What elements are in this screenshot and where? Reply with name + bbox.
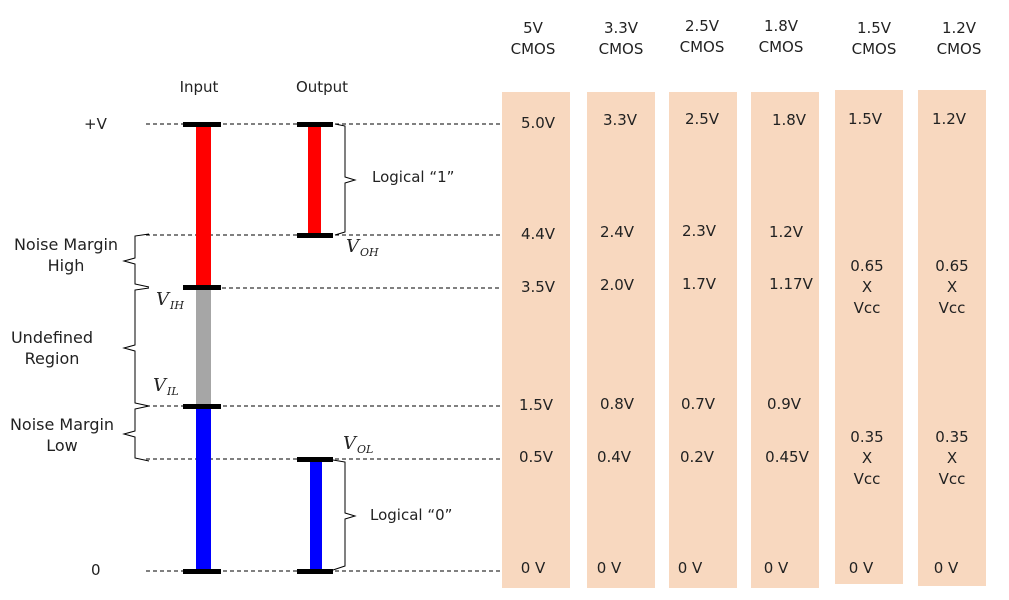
value-3-3v-voh: 2.4V — [599, 223, 635, 241]
logical-zero-label: Logical “0” — [370, 506, 453, 524]
column-header-3-3v: 3.3V CMOS — [598, 19, 644, 58]
vcc-label: +V — [84, 115, 107, 133]
noise-margin-low-label: Noise Margin Low — [9, 415, 115, 455]
value-1-8v-vil: 0.9V — [766, 395, 802, 413]
input-cap-vil — [183, 404, 221, 409]
value-2-5v-vcc: 2.5V — [684, 110, 720, 128]
vil-symbol: VIL — [153, 375, 179, 398]
value-2-5v-vih: 1.7V — [681, 275, 717, 293]
input-undefined-segment — [196, 288, 211, 406]
column-header-1-2v: 1.2V CMOS — [936, 19, 982, 58]
value-1-2v-vih: 0.65 X Vcc — [935, 257, 969, 317]
value-1-8v-vcc: 1.8V — [771, 111, 807, 129]
logical-one-label: Logical “1” — [372, 168, 455, 186]
value-1-5v-vil: 0.35 X Vcc — [850, 428, 884, 488]
value-2-5v-voh: 2.3V — [681, 222, 717, 240]
brace-logical-0 — [332, 459, 357, 571]
value-1-5v-gnd: 0 V — [848, 559, 874, 577]
output-cap-vol — [297, 457, 333, 462]
output-cap-voh — [297, 233, 333, 238]
column-1-5v — [835, 90, 903, 584]
brace-undefined-region — [122, 287, 150, 407]
input-label: Input — [179, 78, 219, 96]
column-5v — [502, 92, 570, 588]
column-header-1-8v: 1.8V CMOS — [758, 17, 804, 56]
value-2-5v-gnd: 0 V — [677, 559, 703, 577]
vih-symbol: VIH — [156, 289, 184, 312]
brace-noise-margin-high — [122, 233, 150, 288]
output-label: Output — [295, 78, 349, 96]
column-header-5v: 5V CMOS — [510, 19, 556, 58]
value-5v-gnd: 0 V — [520, 559, 546, 577]
value-1-5v-vih: 0.65 X Vcc — [850, 257, 884, 317]
value-3-3v-vil: 0.8V — [599, 395, 635, 413]
column-2-5v — [669, 92, 737, 588]
value-5v-vil: 1.5V — [518, 396, 554, 414]
value-5v-vol: 0.5V — [518, 448, 554, 466]
value-1-2v-vcc: 1.2V — [931, 110, 967, 128]
value-5v-vih: 3.5V — [520, 278, 556, 296]
output-low-segment — [310, 459, 322, 571]
value-1-8v-voh: 1.2V — [768, 223, 804, 241]
column-1-8v — [751, 92, 819, 588]
output-cap-gnd — [297, 569, 333, 574]
value-1-5v-vcc: 1.5V — [847, 110, 883, 128]
value-5v-vcc: 5.0V — [520, 114, 556, 132]
value-3-3v-vol: 0.4V — [596, 448, 632, 466]
input-high-segment — [196, 124, 211, 288]
column-1-2v — [918, 90, 986, 586]
value-3-3v-vih: 2.0V — [599, 276, 635, 294]
value-5v-voh: 4.4V — [520, 225, 556, 243]
brace-noise-margin-low — [122, 405, 150, 462]
column-header-2-5v: 2.5V CMOS — [679, 17, 725, 56]
undefined-region-label: Undefined Region — [10, 328, 94, 368]
input-cap-vih — [183, 285, 221, 290]
voh-symbol: VOH — [346, 236, 379, 259]
column-3-3v — [587, 92, 655, 588]
value-1-2v-gnd: 0 V — [933, 559, 959, 577]
brace-logical-1 — [334, 123, 357, 236]
value-2-5v-vol: 0.2V — [679, 448, 715, 466]
value-1-2v-vil: 0.35 X Vcc — [935, 428, 969, 488]
input-low-segment — [196, 406, 211, 571]
column-header-1-5v: 1.5V CMOS — [851, 19, 897, 58]
value-1-8v-gnd: 0 V — [763, 559, 789, 577]
input-cap-vcc — [183, 122, 221, 127]
output-high-segment — [308, 124, 321, 235]
vol-symbol: VOL — [343, 433, 374, 456]
value-2-5v-vil: 0.7V — [680, 395, 716, 413]
noise-margin-high-label: Noise Margin High — [13, 235, 119, 275]
value-1-8v-vih: 1.17V — [769, 275, 813, 293]
ground-label: 0 — [91, 561, 101, 579]
output-cap-vcc — [297, 122, 333, 127]
value-3-3v-vcc: 3.3V — [602, 111, 638, 129]
value-1-8v-vol: 0.45V — [765, 448, 809, 466]
value-3-3v-gnd: 0 V — [596, 559, 622, 577]
input-cap-gnd — [183, 569, 221, 574]
